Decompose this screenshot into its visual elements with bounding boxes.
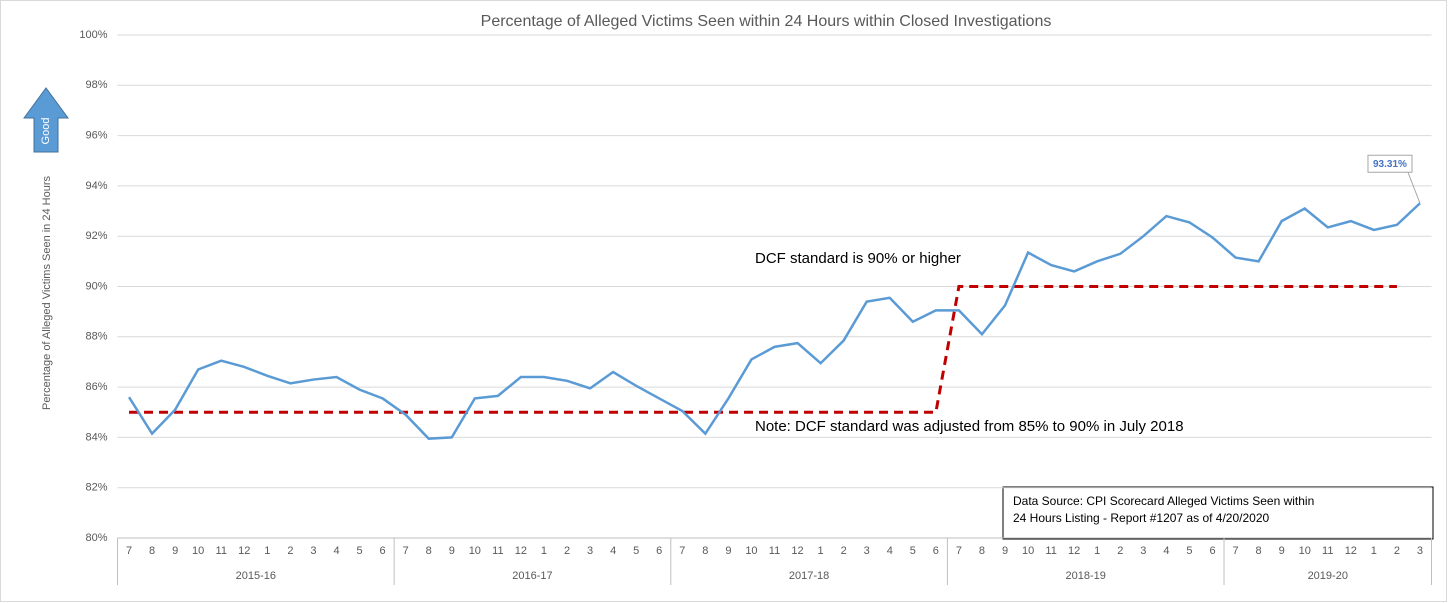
source-text: Data Source: CPI Scorecard Alleged Victi… (1013, 494, 1314, 508)
x-tick-label: 4 (610, 545, 616, 557)
x-tick-label: 9 (725, 545, 731, 557)
x-tick-label: 6 (1209, 545, 1215, 557)
x-tick-label: 5 (1186, 545, 1192, 557)
source-box (1002, 486, 1434, 540)
annotation: Note: DCF standard was adjusted from 85%… (755, 418, 1184, 435)
annotation: DCF standard is 90% or higher (755, 250, 961, 267)
x-tick-label: 11 (492, 545, 503, 557)
x-tick-label: 8 (702, 545, 708, 557)
x-tick-label: 1 (818, 545, 824, 557)
x-tick-label: 8 (979, 545, 985, 557)
x-tick-label: 12 (1345, 545, 1357, 557)
x-tick-label: 5 (910, 545, 916, 557)
y-tick-label: 82% (85, 482, 107, 494)
y-tick-label: 86% (85, 381, 107, 393)
x-tick-label: 4 (333, 545, 339, 557)
x-tick-label: 9 (1279, 545, 1285, 557)
x-tick-label: 7 (126, 545, 132, 557)
x-tick-label: 6 (380, 545, 386, 557)
x-tick-label: 2 (287, 545, 293, 557)
y-tick-label: 92% (85, 230, 107, 242)
x-tick-label: 11 (769, 545, 780, 557)
x-tick-label: 1 (1371, 545, 1377, 557)
x-tick-label: 12 (515, 545, 527, 557)
group-label: 2017-18 (789, 570, 829, 582)
x-tick-label: 7 (403, 545, 409, 557)
label-leader (1407, 172, 1421, 204)
series-line (127, 202, 1421, 440)
x-tick-label: 10 (1022, 545, 1034, 557)
x-tick-label: 11 (216, 545, 227, 557)
source-text: 24 Hours Listing - Report #1207 as of 4/… (1013, 511, 1269, 525)
x-tick-label: 5 (633, 545, 639, 557)
series-line (129, 285, 1397, 414)
x-tick-label: 11 (1322, 545, 1333, 557)
x-tick-label: 3 (1140, 545, 1146, 557)
x-tick-label: 6 (656, 545, 662, 557)
group-label: 2016-17 (512, 570, 552, 582)
x-tick-label: 3 (1417, 545, 1423, 557)
group-label: 2015-16 (236, 570, 276, 582)
group-label: 2018-19 (1066, 570, 1106, 582)
x-tick-label: 11 (1045, 545, 1056, 557)
good-arrow (23, 87, 69, 153)
x-tick-label: 4 (887, 545, 893, 557)
x-tick-label: 1 (264, 545, 270, 557)
x-tick-label: 9 (1002, 545, 1008, 557)
y-tick-label: 84% (85, 431, 107, 443)
x-tick-label: 12 (1068, 545, 1080, 557)
y-tick-label: 90% (85, 280, 107, 292)
value-label: 93.31% (1373, 159, 1407, 170)
x-tick-label: 2 (1117, 545, 1123, 557)
x-tick-label: 4 (1163, 545, 1169, 557)
x-tick-label: 7 (679, 545, 685, 557)
x-tick-label: 12 (791, 545, 803, 557)
x-tick-label: 2 (1394, 545, 1400, 557)
x-tick-label: 8 (149, 545, 155, 557)
y-tick-label: 80% (85, 532, 107, 544)
y-axis-label: Percentage of Alleged Victims Seen in 24… (41, 176, 53, 410)
x-tick-label: 10 (1299, 545, 1311, 557)
x-tick-label: 7 (1232, 545, 1238, 557)
x-tick-label: 1 (541, 545, 547, 557)
group-label: 2019-20 (1308, 570, 1348, 582)
y-tick-label: 96% (85, 130, 107, 142)
x-tick-label: 2 (841, 545, 847, 557)
x-tick-label: 5 (356, 545, 362, 557)
x-tick-label: 8 (426, 545, 432, 557)
chart-title: Percentage of Alleged Victims Seen withi… (481, 13, 1052, 30)
y-tick-label: 98% (85, 79, 107, 91)
x-tick-label: 12 (238, 545, 250, 557)
y-tick-label: 94% (85, 180, 107, 192)
x-tick-label: 1 (1094, 545, 1100, 557)
x-tick-label: 9 (449, 545, 455, 557)
x-tick-label: 10 (745, 545, 757, 557)
x-tick-label: 3 (864, 545, 870, 557)
y-tick-label: 100% (79, 29, 107, 41)
x-tick-label: 6 (933, 545, 939, 557)
y-tick-label: 88% (85, 331, 107, 343)
x-tick-label: 9 (172, 545, 178, 557)
x-tick-label: 7 (956, 545, 962, 557)
x-tick-label: 3 (587, 545, 593, 557)
x-tick-label: 2 (564, 545, 570, 557)
x-tick-label: 3 (310, 545, 316, 557)
x-tick-label: 10 (469, 545, 481, 557)
x-tick-label: 8 (1256, 545, 1262, 557)
good-label: Good (40, 118, 52, 145)
value-label-box (1367, 154, 1413, 173)
x-tick-label: 10 (192, 545, 204, 557)
